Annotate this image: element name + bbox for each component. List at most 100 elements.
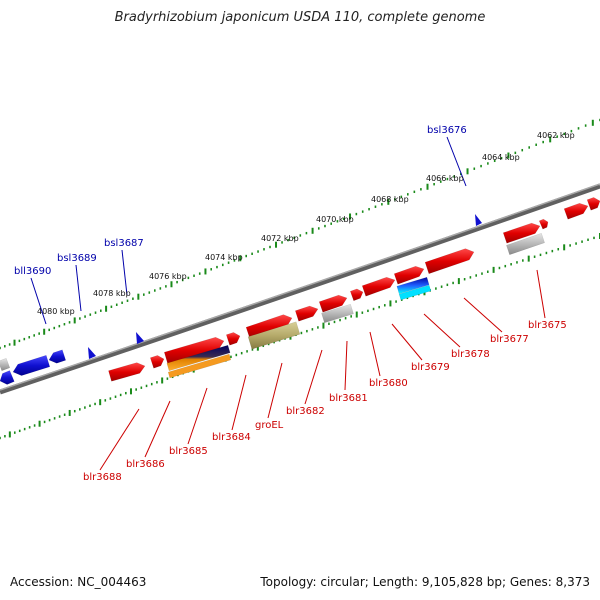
gene-label: blr3681 — [329, 393, 368, 404]
gene-blr3679-alt — [396, 276, 430, 295]
gene-blr3675 — [502, 222, 541, 244]
inner-tick — [522, 259, 524, 262]
inner-tick — [400, 298, 403, 301]
leader-line — [231, 374, 247, 431]
kbp-label: 4070 kbp — [316, 215, 354, 224]
outer-tick — [63, 323, 66, 326]
inner-tick — [125, 391, 127, 395]
outer-tick — [293, 236, 295, 239]
outer-tick — [591, 119, 594, 126]
inner-tick — [150, 382, 153, 386]
outer-tick — [374, 205, 377, 208]
outer-tick — [216, 265, 218, 269]
outer-tick — [105, 305, 108, 312]
leader-line — [446, 136, 467, 187]
outer-tick — [89, 313, 92, 316]
outer-tick — [500, 156, 503, 160]
leader-line — [75, 264, 82, 312]
inner-tick — [99, 399, 102, 406]
inner-tick — [457, 278, 460, 285]
outer-tick — [413, 190, 416, 194]
gene-blr3686 — [163, 336, 225, 365]
backbone-highlight — [0, 183, 600, 391]
gene-bll3691 — [0, 370, 15, 385]
leader-line — [304, 349, 323, 405]
outer-tick — [210, 268, 212, 271]
outer-tick — [115, 303, 118, 306]
inner-tick — [383, 304, 386, 307]
outer-tick — [466, 168, 469, 175]
outer-tick — [381, 203, 383, 206]
inner-tick — [551, 249, 554, 253]
outer-tick — [143, 293, 145, 296]
outer-tick — [330, 222, 332, 225]
leader-line — [144, 400, 171, 458]
outer-tick — [563, 132, 566, 136]
gene-label: blr3678 — [451, 349, 490, 360]
outer-tick — [342, 217, 345, 221]
kbp-label: 4080 kbp — [37, 307, 75, 316]
outer-tick — [33, 334, 35, 337]
inner-tick — [395, 300, 397, 303]
outer-tick — [110, 305, 113, 308]
inner-tick — [104, 399, 107, 402]
outer-tick — [368, 207, 370, 211]
leader-line — [463, 297, 503, 333]
outer-tick — [394, 198, 396, 201]
outer-tick — [349, 213, 352, 220]
accession-text: Accession: NC_004463 — [10, 575, 147, 589]
inner-tick — [230, 355, 232, 359]
outer-tick — [18, 339, 21, 343]
kbp-label: 4062 kbp — [537, 131, 575, 140]
outer-tick — [53, 326, 56, 330]
inner-tick — [129, 388, 132, 395]
inner-tick — [446, 283, 449, 287]
outer-tick — [227, 261, 230, 264]
outer-tick — [245, 254, 247, 258]
outer-tick — [487, 162, 489, 165]
inner-tick — [156, 381, 158, 384]
gene-blr3687a — [149, 355, 165, 369]
outer-tick — [433, 183, 435, 186]
inner-tick — [109, 397, 112, 400]
outer-tick — [58, 324, 61, 328]
outer-tick — [4, 345, 6, 348]
inner-tick — [533, 255, 536, 258]
inner-tick — [119, 393, 122, 397]
inner-tick — [23, 427, 26, 431]
outer-tick — [287, 238, 289, 242]
outer-tick — [193, 274, 195, 277]
outer-tick — [426, 183, 429, 190]
outer-tick — [221, 263, 224, 267]
inner-tick — [355, 311, 358, 318]
inner-tick — [8, 431, 11, 438]
gene-blr3678 — [393, 265, 425, 285]
inner-tick — [311, 328, 314, 331]
inner-tick — [18, 429, 21, 433]
inner-tick — [68, 409, 71, 416]
outer-tick — [514, 151, 517, 155]
leader-line — [369, 331, 381, 377]
outer-tick — [23, 337, 26, 341]
inner-tick — [587, 238, 589, 241]
inner-tick — [13, 431, 16, 434]
inner-tick — [492, 266, 495, 273]
outer-tick — [100, 309, 102, 312]
outer-tick — [355, 212, 358, 216]
gene-label: blr3684 — [212, 432, 251, 443]
outer-tick — [439, 180, 442, 183]
inner-tick — [361, 311, 364, 314]
inner-tick — [581, 240, 583, 243]
summary-text: Topology: circular; Length: 9,105,828 bp… — [260, 575, 590, 589]
outer-tick — [165, 285, 167, 288]
inner-tick — [498, 266, 501, 270]
inner-tick — [235, 353, 238, 357]
inner-tick — [58, 415, 61, 418]
gene-layer — [0, 197, 600, 385]
label-layer: 4062 kbp 4064 kbp 4066 kbp 4068 kbp 4070 kbp… — [14, 125, 575, 483]
inner-tick — [569, 244, 571, 247]
kbp-label: 4078 kbp — [93, 289, 131, 298]
inner-tick — [166, 377, 169, 380]
gene-blr3677-grey — [506, 232, 545, 256]
